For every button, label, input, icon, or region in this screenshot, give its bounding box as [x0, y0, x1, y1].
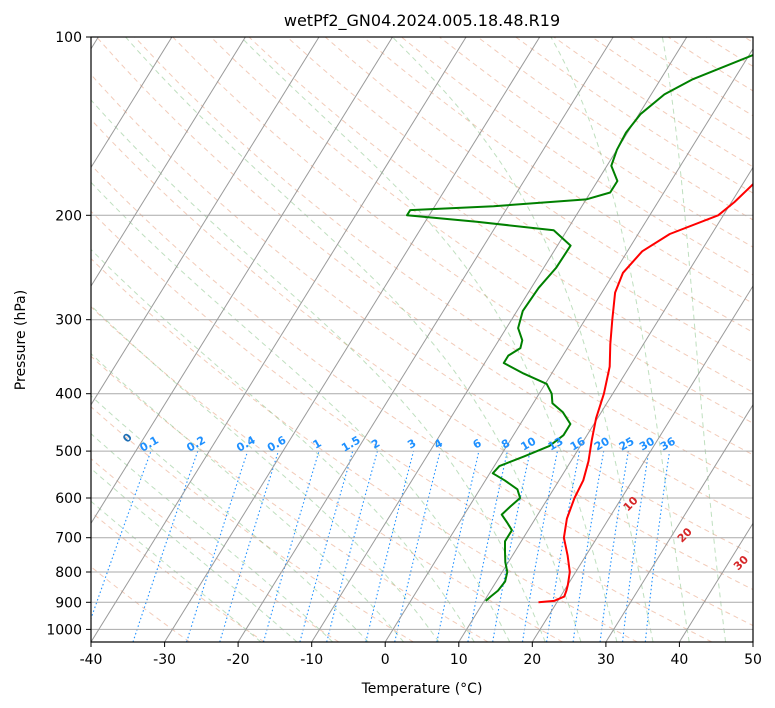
y-tick-label: 700 [55, 531, 82, 547]
x-axis-title: Temperature (°C) [361, 681, 483, 697]
x-tick-label: -30 [153, 652, 176, 668]
y-axis-ticks: 100 200 300 400 500 600 700 800 900 1000 [46, 30, 91, 638]
mixing-ratio-line [644, 451, 671, 642]
x-tick-label: 30 [597, 652, 615, 668]
plot-frame [90, 36, 754, 643]
mixing-ratio-line [219, 450, 279, 642]
mixing-ratio-line [299, 450, 354, 642]
x-tick-label: -40 [80, 652, 103, 668]
x-tick-label: 10 [450, 652, 468, 668]
x-tick-label: 50 [744, 652, 762, 668]
y-tick-label: 200 [55, 208, 82, 224]
isotherm-line [91, 37, 467, 642]
y-tick-label: 100 [55, 30, 82, 46]
x-tick-label: 0 [381, 652, 390, 668]
isotherm-line [384, 47, 753, 642]
moist-adiabat-line [392, 37, 654, 642]
mixing-ratio-line [186, 450, 249, 642]
dry-adiabat-line [91, 458, 340, 642]
mixing-ratio-line [326, 450, 378, 642]
y-tick-label: 1000 [46, 622, 82, 638]
dry-adiabat-line [362, 37, 753, 304]
moist-adiabat-line [91, 467, 298, 642]
mixing-ratio-lines [91, 450, 671, 642]
y-tick-label: 600 [55, 491, 82, 507]
moist-adiabat-line [91, 395, 369, 642]
isotherm-line [458, 166, 753, 642]
moist-adiabat-line [240, 37, 618, 642]
dry-adiabat-line [248, 37, 753, 393]
y-tick-label: 400 [55, 387, 82, 403]
dry-adiabat-line [91, 355, 489, 642]
isotherm-line [91, 37, 173, 169]
moist-adiabat-line [91, 304, 440, 642]
x-tick-label: 20 [523, 652, 541, 668]
isotherm-line [91, 37, 320, 406]
y-axis-title: Pressure (hPa) [13, 290, 29, 390]
moist-adiabat-line [661, 37, 727, 642]
dry-adiabat-line [91, 118, 753, 591]
moist-adiabat-line [125, 37, 582, 642]
moist-adiabat-line [91, 500, 262, 642]
x-tick-label: 40 [670, 652, 688, 668]
y-tick-label: 500 [55, 444, 82, 460]
y-tick-label: 800 [55, 565, 82, 581]
temperature-profile-line [538, 182, 753, 604]
sounding-profiles [406, 53, 753, 604]
dry-adiabat-line [324, 37, 753, 333]
isotherm-line [91, 37, 393, 525]
x-tick-label: -20 [227, 652, 250, 668]
dry-adiabat-line [96, 37, 753, 522]
mixing-ratio-line [132, 450, 199, 642]
dry-adiabat-line [286, 37, 753, 363]
isotherm-line [605, 403, 753, 642]
plot-area: 0.10.20.40.611.52346810131620253036-100-… [91, 37, 753, 642]
isotherm-line [91, 37, 246, 287]
dry-adiabat-line [91, 164, 753, 627]
isotherm-line [164, 37, 541, 642]
chart-title: wetPf2_GN04.2024.005.18.48.R19 [284, 11, 560, 31]
y-tick-label: 300 [55, 313, 82, 329]
y-tick-label: 900 [55, 595, 82, 611]
mixing-ratio-line [622, 451, 650, 642]
x-tick-label: -10 [300, 652, 323, 668]
mixing-ratio-line [365, 450, 415, 642]
moist-adiabat-line [91, 352, 404, 642]
dry-adiabat-line [172, 37, 753, 456]
dry-adiabat-line [91, 210, 713, 642]
mixing-ratio-line [572, 451, 605, 642]
mixing-ratio-line [262, 450, 320, 642]
isobar-gridlines [91, 37, 753, 630]
x-axis-ticks: -40 -30 -20 -10 0 10 20 30 40 50 [80, 642, 762, 668]
mixing-ratio-line [599, 451, 629, 642]
dry-adiabat-line [91, 306, 563, 642]
mixing-ratio-line [436, 450, 480, 642]
isotherm-line [237, 37, 614, 642]
isotherm-line [678, 522, 753, 642]
moist-adiabat-line [550, 37, 690, 642]
dry-adiabat-line [91, 511, 265, 642]
moist-adiabat-line [91, 99, 546, 642]
isotherm-line [531, 285, 753, 642]
moist-adiabat-line [91, 248, 475, 642]
dewpoint-profile-line [406, 53, 753, 602]
